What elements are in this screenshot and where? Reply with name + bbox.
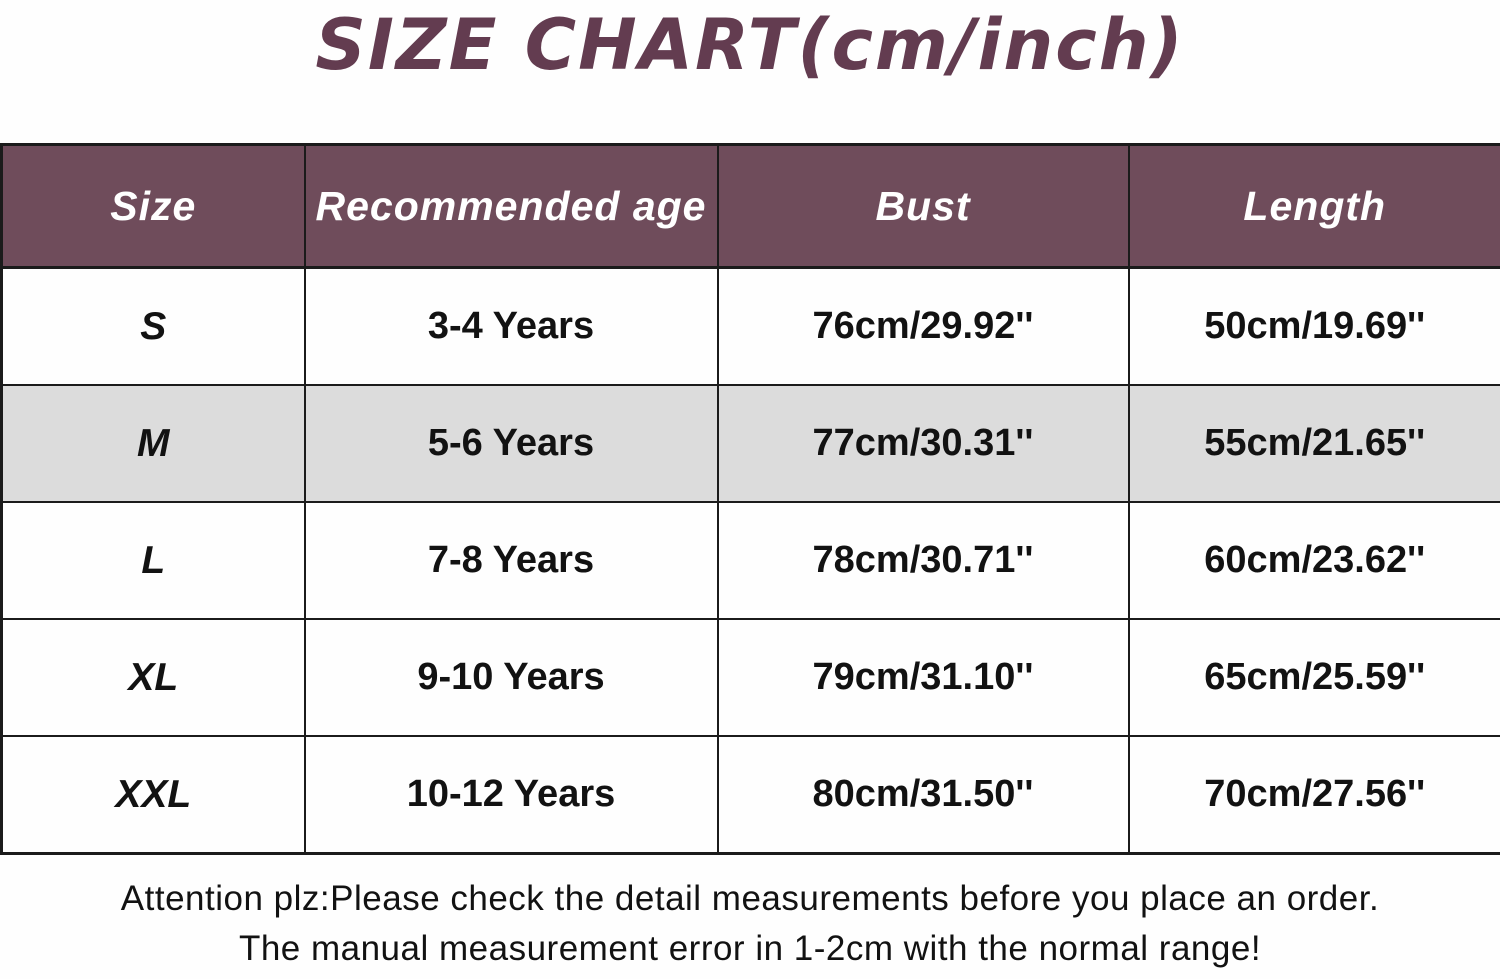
table-row: L 7-8 Years 78cm/30.71'' 60cm/23.62'' xyxy=(0,501,1500,620)
table-row: M 5-6 Years 77cm/30.31'' 55cm/21.65'' xyxy=(0,384,1500,503)
table-row: XL 9-10 Years 79cm/31.10'' 65cm/25.59'' xyxy=(0,618,1500,737)
table-header-row: Size Recommended age Bust Length xyxy=(0,143,1500,269)
size-cell: S xyxy=(0,266,306,386)
table-row: S 3-4 Years 76cm/29.92'' 50cm/19.69'' xyxy=(0,266,1500,386)
age-cell: 3-4 Years xyxy=(303,266,719,386)
page-title: SIZE CHART(cm/inch) xyxy=(315,4,1185,86)
col-header-length: Length xyxy=(1127,143,1500,269)
bust-cell: 77cm/30.31'' xyxy=(716,384,1130,503)
age-cell: 10-12 Years xyxy=(303,735,719,855)
bust-cell: 79cm/31.10'' xyxy=(716,618,1130,737)
size-cell: M xyxy=(0,384,306,503)
age-cell: 7-8 Years xyxy=(303,501,719,620)
note-line-1: Attention plz:Please check the detail me… xyxy=(120,879,1380,918)
length-cell: 50cm/19.69'' xyxy=(1127,266,1500,386)
length-cell: 60cm/23.62'' xyxy=(1127,501,1500,620)
col-header-size: Size xyxy=(0,143,306,269)
age-cell: 5-6 Years xyxy=(303,384,719,503)
bust-cell: 78cm/30.71'' xyxy=(716,501,1130,620)
length-cell: 55cm/21.65'' xyxy=(1127,384,1500,503)
age-cell: 9-10 Years xyxy=(303,618,719,737)
bust-cell: 80cm/31.50'' xyxy=(716,735,1130,855)
col-header-bust: Bust xyxy=(716,143,1130,269)
bust-cell: 76cm/29.92'' xyxy=(716,266,1130,386)
col-header-age: Recommended age xyxy=(303,143,719,269)
size-cell: XXL xyxy=(0,735,306,855)
size-cell: L xyxy=(0,501,306,620)
size-table: Size Recommended age Bust Length S 3-4 Y… xyxy=(0,143,1500,855)
length-cell: 65cm/25.59'' xyxy=(1127,618,1500,737)
size-cell: XL xyxy=(0,618,306,737)
length-cell: 70cm/27.56'' xyxy=(1127,735,1500,855)
table-row: XXL 10-12 Years 80cm/31.50'' 70cm/27.56'… xyxy=(0,735,1500,855)
attention-note: Attention plz:Please check the detail me… xyxy=(0,874,1500,974)
note-line-2: The manual measurement error in 1-2cm wi… xyxy=(238,929,1262,968)
